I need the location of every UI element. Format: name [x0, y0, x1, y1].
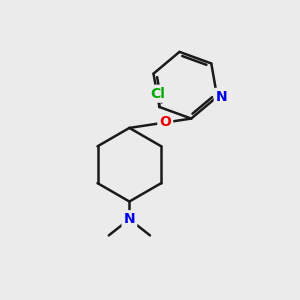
- Text: N: N: [216, 90, 227, 104]
- Text: O: O: [159, 116, 171, 130]
- Text: Cl: Cl: [151, 87, 165, 101]
- Text: N: N: [124, 212, 135, 226]
